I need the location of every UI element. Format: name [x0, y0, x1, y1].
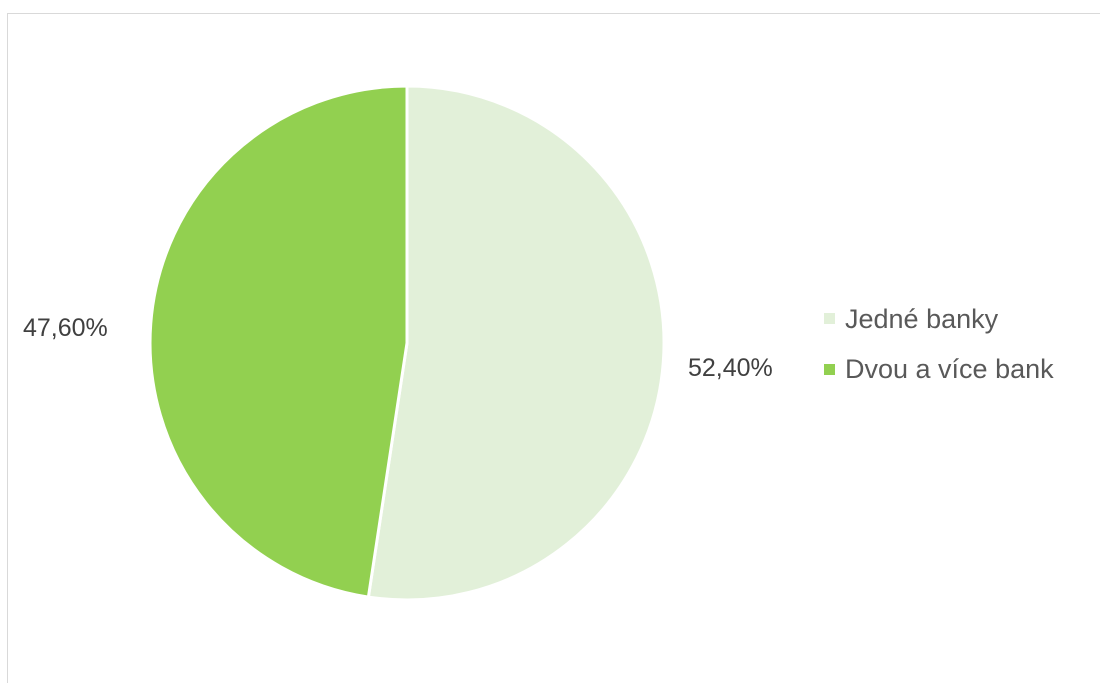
pie-chart: 52,40% 47,60% Jedné banky Dvou a více ba… — [23, 84, 1054, 602]
pie-slice-jedne-banky — [366, 84, 666, 602]
chart-frame — [7, 13, 1100, 683]
legend-swatch-jedne-banky — [824, 313, 835, 324]
legend-entry-jedne-banky: Jedné banky — [845, 304, 999, 334]
legend-swatch-dvou-a-vice-bank — [824, 364, 835, 375]
legend-entry-dvou-a-vice-bank: Dvou a více bank — [845, 354, 1054, 384]
data-label-dvou-a-vice-bank: 47,60% — [23, 314, 108, 342]
data-label-jedne-banky: 52,40% — [688, 354, 773, 382]
pie-slices — [148, 84, 666, 602]
legend: Jedné banky Dvou a více bank — [824, 304, 1054, 384]
pie-slice-dvou-a-vice-bank — [148, 84, 409, 599]
